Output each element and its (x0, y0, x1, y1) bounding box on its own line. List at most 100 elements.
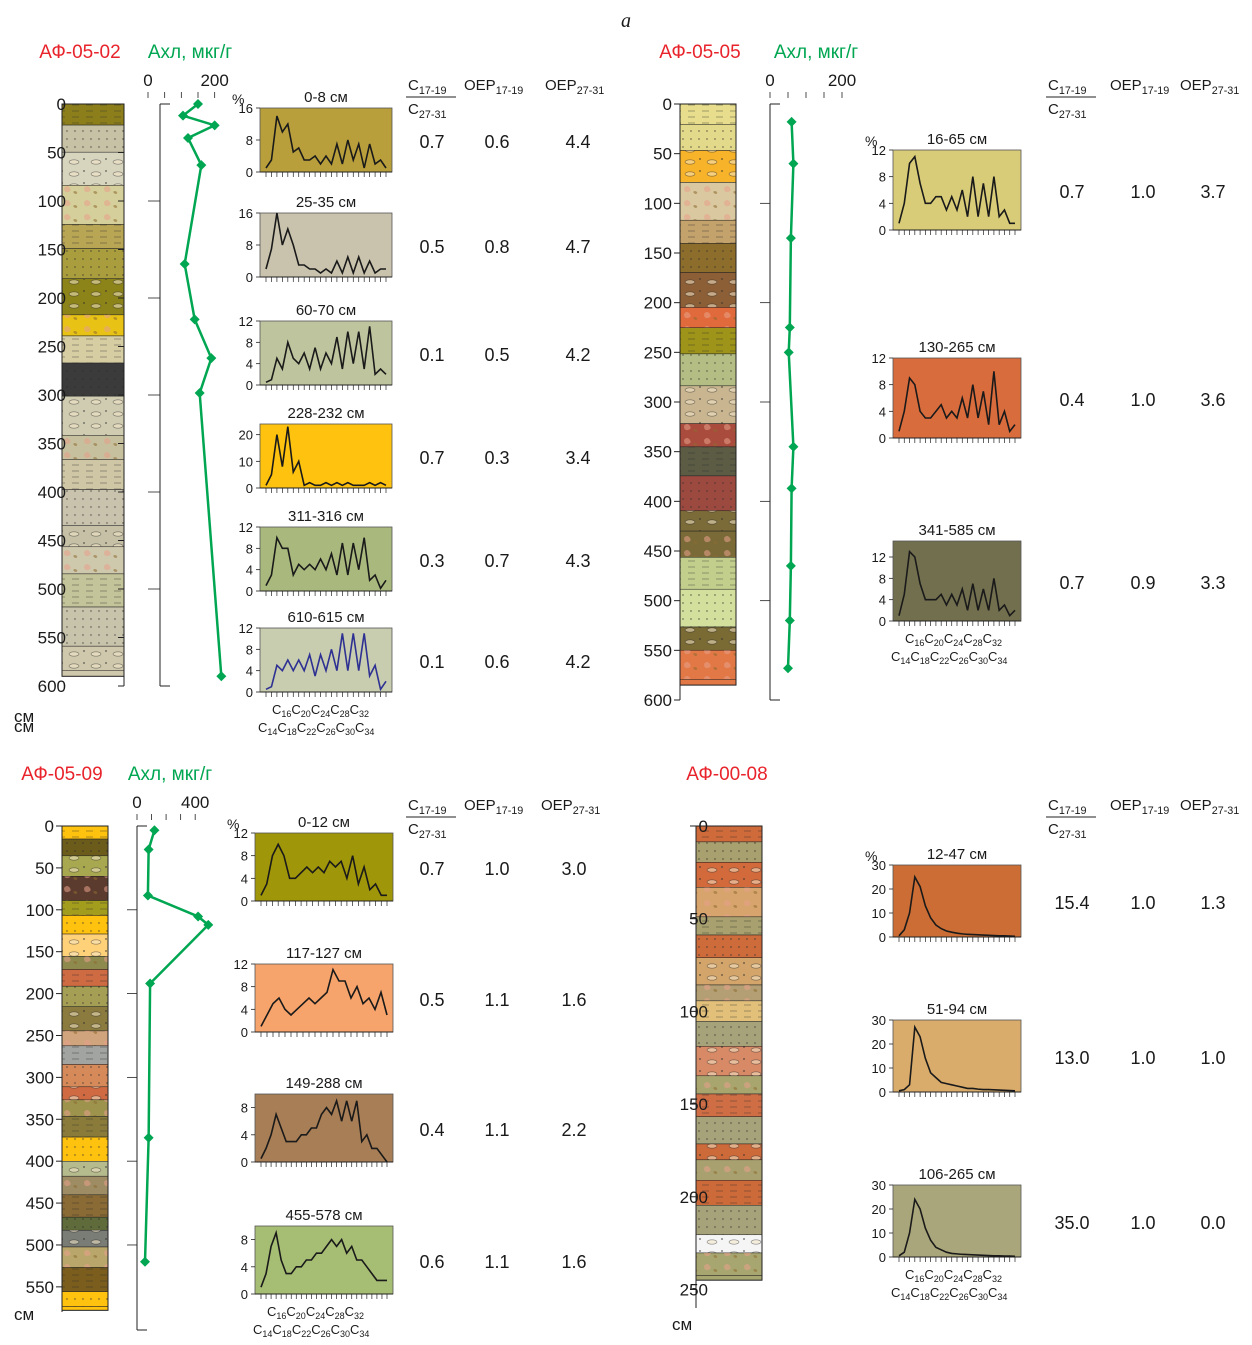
depth-tick-label: 200 (644, 294, 672, 313)
axl-point (785, 560, 796, 571)
lithology-pattern (62, 1086, 108, 1100)
sample-y-tick-label: 0 (241, 1025, 248, 1040)
sample-depth-label: 117-127 см (286, 945, 362, 962)
lithology-pattern (62, 396, 124, 436)
depth-tick-label: 100 (680, 1002, 708, 1021)
sample-depth-label: 25-35 см (296, 194, 356, 211)
lithology-pattern (62, 224, 124, 249)
lithology-pattern (680, 150, 736, 183)
lithology-pattern (62, 839, 108, 856)
sample-y-tick-label: 8 (246, 642, 253, 657)
carbon-axis-label-part: 26 (326, 727, 336, 737)
depth-tick-label: 150 (26, 943, 54, 962)
carbon-axis-label-part: 22 (939, 656, 949, 666)
sample-chart: 60-70 см 0 4 8 12 0.1 0.5 4.2 (239, 302, 591, 393)
sample-chart: 0-12 см% 0 4 8 12 0.7 1.0 3.0 (227, 814, 587, 909)
carbon-axis-label-part: C (292, 1322, 301, 1337)
sample-chart: 149-288 см 0 4 8 0.4 1.1 2.2 (241, 1075, 587, 1170)
sample-y-tick-label: 4 (246, 357, 253, 372)
depth-tick-label: 0 (45, 817, 54, 836)
oep-header-2-sub: 27-31 (1212, 85, 1240, 97)
sample-distribution-line (260, 842, 387, 897)
lithology-pattern (62, 546, 124, 574)
sample-y-tick-label: 0 (879, 1250, 886, 1265)
oep-header-2: OEP27-31 (541, 797, 600, 817)
sample-y-tick-label: 12 (239, 314, 253, 329)
lithology-pattern (680, 510, 736, 532)
sample-y-tick-label: 10 (872, 906, 886, 921)
lithology-pattern (62, 1030, 108, 1046)
lithology-pattern (680, 531, 736, 558)
sample-y-tick-label: 20 (239, 428, 253, 443)
lithology-pattern (696, 1252, 762, 1276)
carbon-axis-label-part: C (345, 1304, 354, 1319)
axl-point (179, 259, 190, 270)
carbon-axis-top-labels: C16C20C24C28C32 (905, 631, 1002, 648)
axl-point (140, 1256, 150, 1267)
sample-chart-area (254, 832, 394, 902)
lithology-pattern (696, 1143, 762, 1160)
percent-unit-label: % (865, 848, 877, 864)
oep-header-2: OEP27-31 (1180, 77, 1239, 97)
carbon-axis-label-part: 14 (900, 656, 910, 666)
axl-point (206, 353, 217, 364)
sample-chart-area (892, 357, 1022, 439)
carbon-axis-label-part: 34 (997, 1292, 1007, 1302)
axl-point (193, 99, 203, 109)
sample-y-tick-label: 0 (246, 378, 253, 393)
ratio-header-numerator-main: C (1048, 77, 1059, 94)
sample-depth-label: 228-232 см (287, 405, 364, 422)
lithology-column (61, 825, 109, 1311)
axl-tick-label: 200 (200, 71, 228, 90)
lithology-pattern (696, 1180, 762, 1206)
ratio-header-numerator-main: C (408, 797, 419, 814)
lithology-pattern (696, 826, 762, 842)
ratio-header-numerator-main: C (1048, 797, 1059, 814)
ratio-value: 0.4 (1059, 390, 1084, 410)
ratio-header-numerator: C17-19 (408, 797, 446, 817)
axl-profile: 0 200 (760, 71, 856, 701)
oep-header-1-sub: 17-19 (496, 85, 524, 97)
sample-distribution-line (265, 115, 387, 169)
carbon-axis-label-part: 20 (934, 1274, 944, 1284)
lithology-pattern (62, 826, 108, 840)
carbon-axis-label-part: 26 (959, 1292, 969, 1302)
axl-point (193, 911, 204, 922)
sample-chart-area (259, 107, 393, 173)
carbon-axis-label-part: C (949, 649, 958, 664)
ratio-value: 0.5 (419, 990, 444, 1010)
ratio-header-denominator: C27-31 (408, 821, 446, 841)
sample-distribution-line (260, 1098, 388, 1163)
oep-17-19-value: 1.0 (1130, 893, 1155, 913)
section-titles: АФ-05-02 Ахл, мкг/г АФ-05-05 Ахл, мкг/г АФ-0… (21, 42, 858, 785)
oep-header-2-sub: 27-31 (1212, 805, 1240, 817)
depth-axes: 050100150200250300350400450500550600см05… (14, 95, 708, 1334)
ratio-header-denominator-main: C (1048, 821, 1059, 838)
carbon-axis-label-part: 32 (992, 1274, 1002, 1284)
oep-header-1-main: OEP (464, 797, 496, 814)
depth-tick-label: 500 (38, 580, 66, 599)
depth-tick-label: 550 (644, 641, 672, 660)
sample-chart-area (254, 1093, 394, 1163)
sample-y-tick-label: 12 (872, 550, 886, 565)
lithology-pattern (62, 185, 124, 225)
lithology-columns (61, 103, 763, 1311)
sample-chart: 16-65 см% 0 4 8 12 0.7 1.0 3.7 (865, 131, 1226, 238)
depth-unit-label: см (672, 1315, 692, 1334)
sample-y-tick-label: 8 (246, 133, 253, 148)
axl-point (785, 233, 796, 244)
oep-header-1-sub: 17-19 (1142, 85, 1170, 97)
sample-y-tick-label: 8 (241, 980, 248, 995)
oep-17-19-value: 0.5 (484, 345, 509, 365)
lithology-pattern (62, 1267, 108, 1292)
lithology-pattern (696, 1159, 762, 1181)
carbon-axis-label-part: C (258, 720, 267, 735)
sample-y-tick-label: 0 (246, 270, 253, 285)
ratio-value: 13.0 (1054, 1048, 1089, 1068)
lithology-column (61, 103, 125, 677)
depth-tick-label: 400 (38, 483, 66, 502)
carbon-axis-label-part: 28 (335, 1311, 345, 1321)
axl-profile: 0 400 (127, 793, 214, 1331)
